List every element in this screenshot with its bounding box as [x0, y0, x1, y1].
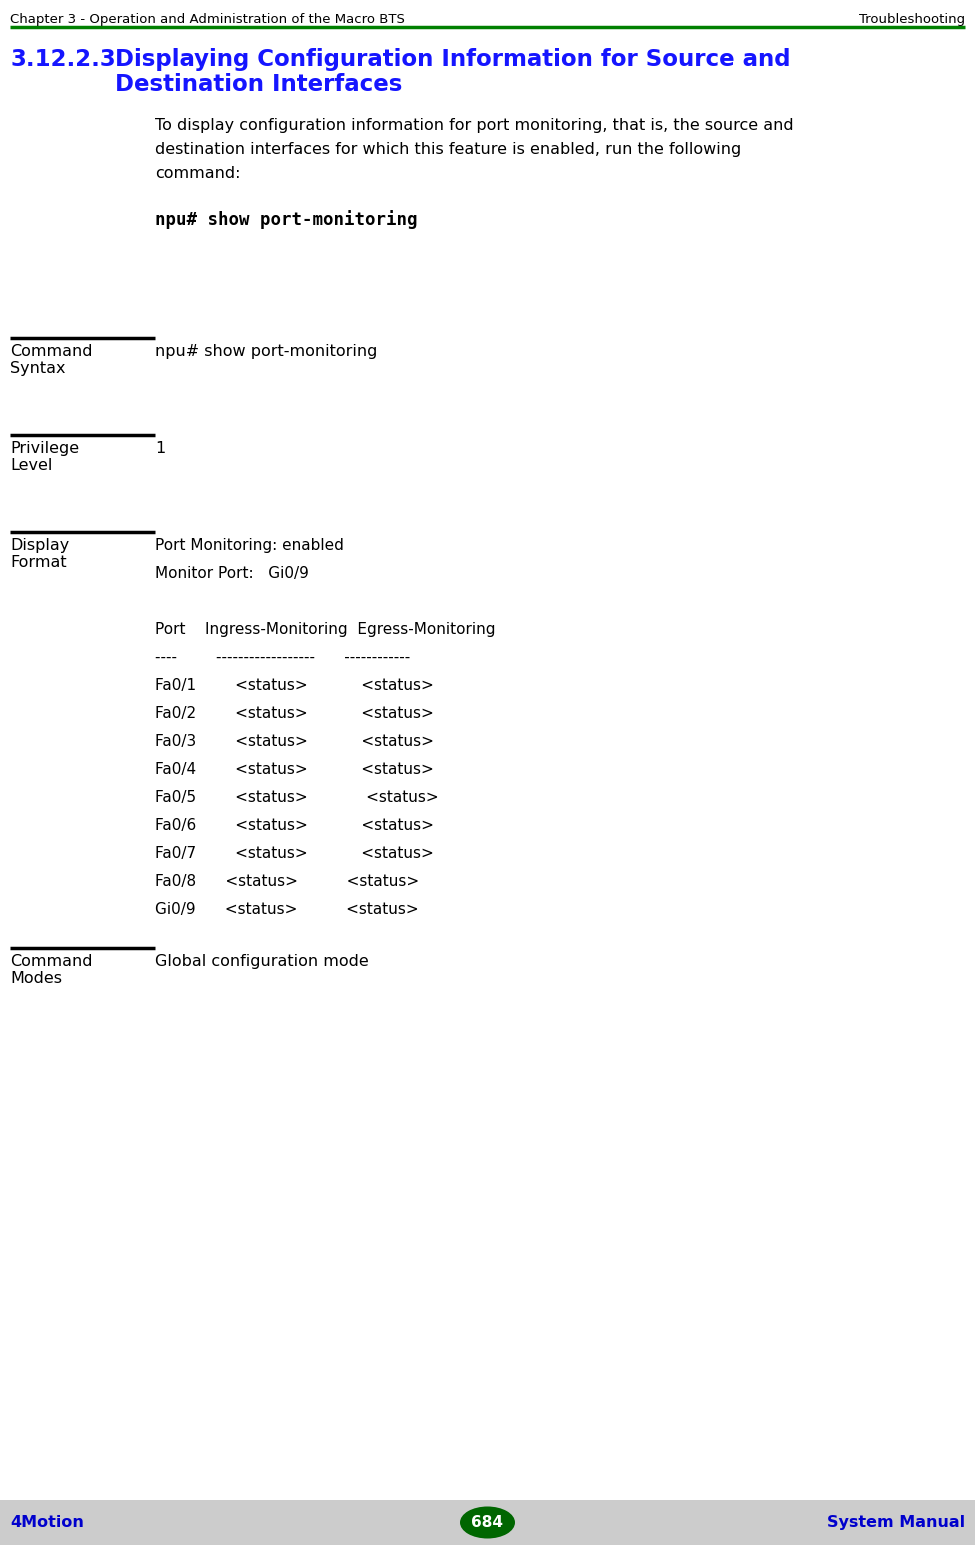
Text: To display configuration information for port monitoring, that is, the source an: To display configuration information for…: [155, 117, 794, 133]
Text: Destination Interfaces: Destination Interfaces: [115, 73, 403, 96]
Text: 3.12.2.3: 3.12.2.3: [10, 48, 116, 71]
Text: Display
Format: Display Format: [10, 538, 69, 570]
Text: Fa0/3        <status>           <status>: Fa0/3 <status> <status>: [155, 734, 434, 749]
Text: Privilege
Level: Privilege Level: [10, 440, 79, 473]
Text: Port Monitoring: enabled: Port Monitoring: enabled: [155, 538, 344, 553]
Text: Port    Ingress-Monitoring  Egress-Monitoring: Port Ingress-Monitoring Egress-Monitorin…: [155, 623, 495, 637]
Text: Fa0/8      <status>          <status>: Fa0/8 <status> <status>: [155, 874, 419, 888]
Text: 684: 684: [472, 1516, 503, 1530]
Text: Fa0/1        <status>           <status>: Fa0/1 <status> <status>: [155, 678, 434, 694]
Text: Command
Modes: Command Modes: [10, 953, 93, 986]
Ellipse shape: [460, 1506, 515, 1539]
Text: npu# show port-monitoring: npu# show port-monitoring: [155, 345, 377, 358]
Text: Fa0/2        <status>           <status>: Fa0/2 <status> <status>: [155, 706, 434, 722]
Text: npu# show port-monitoring: npu# show port-monitoring: [155, 210, 417, 229]
Text: command:: command:: [155, 165, 241, 181]
Text: Fa0/4        <status>           <status>: Fa0/4 <status> <status>: [155, 762, 434, 777]
Text: Command
Syntax: Command Syntax: [10, 345, 93, 377]
Text: 4Motion: 4Motion: [10, 1516, 84, 1530]
Text: Fa0/5        <status>            <status>: Fa0/5 <status> <status>: [155, 789, 439, 805]
Bar: [0, 1500, 975, 1545]
Text: Troubleshooting: Troubleshooting: [859, 12, 965, 26]
Text: Gi0/9      <status>          <status>: Gi0/9 <status> <status>: [155, 902, 418, 918]
Text: Monitor Port:   Gi0/9: Monitor Port: Gi0/9: [155, 565, 309, 581]
Text: Fa0/6        <status>           <status>: Fa0/6 <status> <status>: [155, 817, 434, 833]
Text: Global configuration mode: Global configuration mode: [155, 953, 369, 969]
Text: 1: 1: [155, 440, 165, 456]
Text: Displaying Configuration Information for Source and: Displaying Configuration Information for…: [115, 48, 791, 71]
Text: ----        ------------------      ------------: ---- ------------------ ------------: [155, 650, 410, 664]
Text: destination interfaces for which this feature is enabled, run the following: destination interfaces for which this fe…: [155, 142, 741, 158]
Text: System Manual: System Manual: [827, 1516, 965, 1530]
Text: Chapter 3 - Operation and Administration of the Macro BTS: Chapter 3 - Operation and Administration…: [10, 12, 405, 26]
Text: Fa0/7        <status>           <status>: Fa0/7 <status> <status>: [155, 847, 434, 861]
